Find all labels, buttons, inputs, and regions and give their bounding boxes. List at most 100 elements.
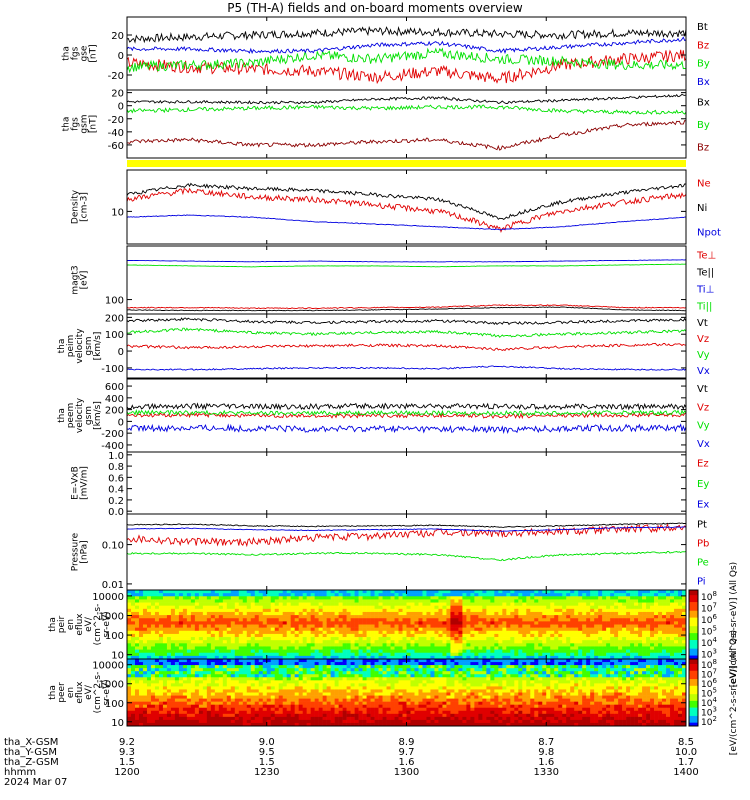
spectrogram-cell [658,618,663,622]
spectrogram-cell [190,671,196,675]
spectrogram-cell [394,695,399,699]
spectrogram-cell [290,596,295,600]
spectrogram-cell [398,652,403,657]
spectrogram-cell [182,643,188,647]
spectrogram-cell [306,677,311,681]
spectrogram-cell [558,624,563,628]
spectrogram-cell [458,640,463,644]
spectrogram-cell [158,646,164,650]
spectrogram-cell [538,637,543,641]
spectrogram-cell [366,624,371,628]
spectrogram-cell [478,637,483,641]
spectrogram-cell [630,615,635,619]
spectrogram-cell [434,596,439,600]
spectrogram-cell [366,633,371,638]
spectrogram-cell [174,692,180,696]
spectrogram-cell [430,662,435,666]
spectrogram-cell [186,643,192,647]
spectrogram-cell [282,686,288,690]
spectrogram-cell [494,649,499,654]
spectrogram-cell [442,596,447,600]
spectrogram-cell [298,713,303,718]
spectrogram-cell [662,652,667,657]
spectrogram-cell [198,698,204,702]
spectrogram-cell [202,590,208,594]
spectrogram-cell [326,618,331,622]
spectrogram-cell [662,618,667,622]
spectrogram-cell [150,692,156,696]
spectrogram-cell [330,655,335,660]
series-line-Vx [126,423,687,435]
spectrogram-cell [594,590,599,594]
spectrogram-cell [346,698,351,702]
spectrogram-cell [322,674,327,678]
spectrogram-cell [274,704,280,709]
spectrogram-cell [310,704,315,709]
spectrogram-cell [682,590,687,594]
spectrogram-cell [442,621,447,625]
spectrogram-cell [250,677,256,681]
spectrogram-cell [578,611,583,616]
spectrogram-cell [518,646,523,650]
spectrogram-cell [630,652,635,657]
spectrogram-cell [470,596,475,600]
spectrogram-cell [162,618,168,622]
spectrogram-cell [322,621,327,625]
spectrogram-cell [127,599,132,603]
spectrogram-cell [522,615,527,619]
spectrogram-cell [206,662,212,666]
spectrogram-cell [222,710,228,715]
spectrogram-cell [194,680,200,684]
spectrogram-cell [298,659,303,663]
spectrogram-cell [142,674,148,678]
spectrogram-cell [370,637,375,641]
spectrogram-cell [462,599,467,603]
spectrogram-cell [342,719,347,724]
spectrogram-cell [166,624,172,628]
spectrogram-cell [186,674,192,678]
spectrogram-cell [138,615,144,619]
spectrogram-cell [606,593,611,597]
spectrogram-cell [194,605,200,610]
spectrogram-cell [182,608,188,613]
spectrogram-cell [670,643,675,647]
spectrogram-cell [330,668,335,672]
spectrogram-cell [182,637,188,641]
spectrogram-cell [370,674,375,678]
spectrogram-cell [250,627,256,632]
spectrogram-cell [162,704,168,709]
spectrogram-cell [246,630,252,635]
spectrogram-cell [330,683,335,687]
spectrogram-cell [154,652,160,657]
spectrogram-cell [362,615,367,619]
spectrogram-cell [654,655,659,660]
spectrogram-cell [202,719,208,724]
spectrogram-cell [130,674,136,678]
spectrogram-cell [370,649,375,654]
spectrogram-cell [590,621,595,625]
spectrogram-cell [246,596,252,600]
spectrogram-cell [446,683,451,687]
spectrogram-cell [670,608,675,613]
spectrogram-cell [354,596,359,600]
spectrogram-cell [530,590,535,594]
spectrogram-cell [506,618,511,622]
spectrogram-cell [286,633,291,638]
spectrogram-cell [514,618,519,622]
spectrogram-cell [234,630,240,635]
spectrogram-cell [198,665,204,669]
spectrogram-cell [242,680,248,684]
spectrogram-cell [662,646,667,650]
spectrogram-cell [238,640,244,644]
spectrogram-cell [270,599,276,603]
spectrogram-cell [382,659,387,663]
spectrogram-cell [298,590,303,594]
spectrogram-cell [222,602,228,606]
spectrogram-cell [318,590,323,594]
spectrogram-cell [262,646,268,650]
legend-entry: Te⊥ [696,251,716,262]
spectrogram-cell [127,659,132,663]
spectrogram-cell [198,643,204,647]
spectrogram-cell [290,649,295,654]
spectrogram-cell [242,707,248,712]
